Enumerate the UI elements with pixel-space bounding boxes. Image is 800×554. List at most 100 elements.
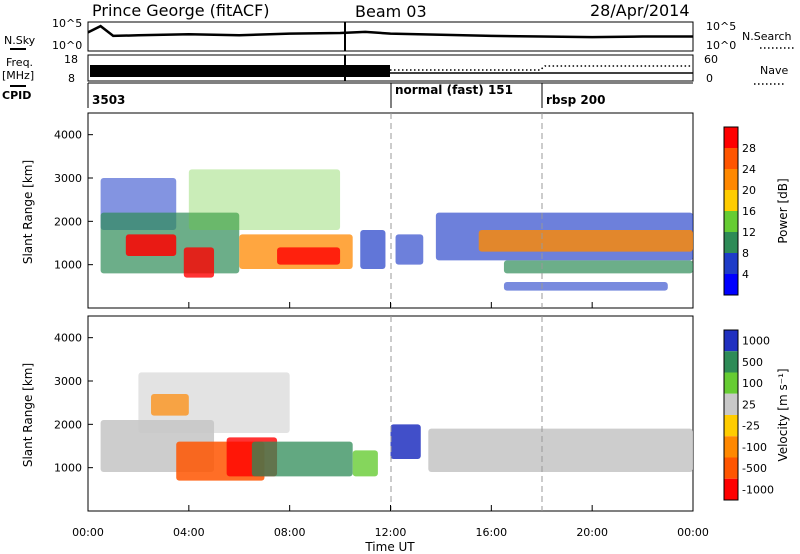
freq-left-tick-top: 18: [64, 53, 78, 66]
power-colorbar-swatch-5: [724, 169, 738, 190]
velocity-echo-6: [390, 424, 421, 459]
noise-panel: 10^5 10^0 10^5 10^0: [52, 17, 736, 52]
velocity-y-axis: 1000 2000 3000 4000: [54, 332, 93, 475]
velocity-y-ticklabel-4000: 4000: [54, 332, 82, 345]
velocity-colorbar-frame: [723, 329, 739, 501]
velocity-colorbar-swatch-6: [724, 457, 738, 479]
power-echo-3: [183, 247, 215, 278]
power-echo-2: [125, 234, 177, 256]
frequency-panel-frame: [87, 54, 694, 82]
power-colorbar: 4 8 12 16 20 24 28 Power [dB]: [723, 126, 790, 296]
velocity-colorbar-tick-1: 500: [742, 356, 763, 369]
power-colorbar-frame: [723, 126, 739, 296]
x-ticklabel-1: 04:00: [173, 526, 205, 539]
power-colorbar-tick-6: 28: [742, 142, 756, 155]
velocity-y-ticklabel-3000: 3000: [54, 375, 82, 388]
velocity-colorbar-swatch-4: [724, 415, 738, 437]
power-y-ticklabel-2000: 2000: [54, 215, 82, 228]
power-y-ticklabel-1000: 1000: [54, 259, 82, 272]
power-echo-7: [360, 230, 386, 269]
power-colorbar-tick-1: 8: [742, 247, 749, 260]
noise-right-tick-top: 10^5: [706, 20, 736, 33]
velocity-colorbar-swatch-0: [724, 330, 738, 352]
cpid-segment-1: normal (fast) 151: [395, 83, 513, 97]
power-panel: 1000 2000 3000 4000 Slant Range [km]: [21, 112, 694, 309]
velocity-colorbar-swatch-5: [724, 436, 738, 458]
power-echo-11: [503, 260, 693, 274]
power-y-ticklabel-3000: 3000: [54, 172, 82, 185]
velocity-echo-4: [251, 441, 353, 477]
station-title: Prince George (fitACF): [92, 1, 270, 20]
frequency-panel: 18 8 60 0: [64, 53, 718, 85]
nave-label: Nave: [760, 64, 788, 77]
power-echo-regions: [100, 169, 693, 291]
nsky-series-line: [87, 24, 693, 39]
velocity-echo-7: [428, 428, 693, 472]
velocity-panel: 1000 2000 3000 4000 00:00 04:00 08:00 12:00 16:…: [21, 302, 709, 554]
x-ticklabel-5: 20:00: [576, 526, 608, 539]
velocity-colorbar-swatch-2: [724, 372, 738, 394]
beam-label: Beam 03: [355, 2, 427, 21]
nsky-label: N.Sky: [4, 34, 36, 47]
velocity-colorbar: 1000 500 100 25 -25 -100 -500 -1000 Velocity [m…: [723, 329, 790, 501]
power-echo-10: [478, 230, 693, 252]
x-ticklabel-3: 12:00: [375, 526, 407, 539]
velocity-ylabel: Slant Range [km]: [21, 363, 35, 467]
velocity-colorbar-tick-5: -100: [742, 441, 767, 454]
velocity-y-ticklabel-1000: 1000: [54, 462, 82, 475]
power-colorbar-tick-5: 24: [742, 163, 756, 176]
velocity-xlabel: Time UT: [364, 540, 415, 554]
power-colorbar-swatch-6: [724, 148, 738, 169]
velocity-colorbar-swatch-3: [724, 393, 738, 415]
x-ticklabel-6: 00:00: [677, 526, 709, 539]
velocity-colorbar-tick-7: -1000: [742, 483, 774, 496]
power-colorbar-swatch-4: [724, 190, 738, 211]
velocity-y-ticklabel-2000: 2000: [54, 418, 82, 431]
cpid-segment-2: rbsp 200: [546, 93, 605, 107]
nave-series-line: [390, 65, 693, 71]
freq-right-tick-top: 60: [704, 53, 718, 66]
power-colorbar-swatch-3: [724, 211, 738, 232]
velocity-colorbar-tick-6: -500: [742, 462, 767, 475]
velocity-echo-8: [151, 394, 189, 416]
power-y-ticklabel-4000: 4000: [54, 129, 82, 142]
time-x-axis: 00:00 04:00 08:00 12:00 16:00 20:00 00:00: [72, 302, 709, 539]
power-colorbar-tick-0: 4: [742, 268, 749, 281]
power-y-axis: 1000 2000 3000 4000: [54, 129, 93, 272]
power-colorbar-swatch-2: [724, 232, 738, 253]
cpid-label: CPID: [2, 89, 31, 102]
power-colorbar-tick-3: 16: [742, 205, 756, 218]
noise-left-tick-top: 10^5: [52, 17, 82, 30]
freq-unit-label: [MHz]: [2, 69, 34, 82]
velocity-colorbar-swatch-1: [724, 351, 738, 373]
power-colorbar-label: Power [dB]: [776, 178, 790, 243]
frequency-band-block: [90, 65, 390, 77]
power-colorbar-swatch-7: [724, 127, 738, 148]
velocity-echo-1: [138, 372, 290, 433]
nsearch-label: N.Search: [742, 30, 792, 43]
freq-label: Freq.: [6, 56, 33, 69]
power-echo-12: [503, 282, 668, 291]
x-ticklabel-0: 00:00: [72, 526, 104, 539]
noise-left-tick-bottom: 10^0: [52, 39, 82, 52]
x-ticklabel-4: 16:00: [475, 526, 507, 539]
velocity-echo-regions: [100, 372, 693, 481]
power-echo-5: [277, 247, 341, 265]
cpid-segment-0: 3503: [92, 93, 125, 107]
x-ticklabel-2: 08:00: [274, 526, 306, 539]
velocity-colorbar-tick-2: 100: [742, 377, 763, 390]
velocity-colorbar-swatch-7: [724, 478, 738, 500]
freq-right-tick-bottom: 0: [706, 72, 713, 85]
power-ylabel: Slant Range [km]: [21, 160, 35, 264]
power-echo-6: [188, 169, 341, 230]
velocity-colorbar-tick-4: -25: [742, 420, 760, 433]
power-colorbar-tick-2: 12: [742, 226, 756, 239]
noise-right-tick-bottom: 10^0: [706, 39, 736, 52]
velocity-echo-5: [352, 450, 378, 477]
power-colorbar-tick-4: 20: [742, 184, 756, 197]
power-colorbar-swatch-0: [724, 274, 738, 295]
date-label: 28/Apr/2014: [590, 1, 690, 20]
cpid-panel: 3503 normal (fast) 151 rbsp 200: [87, 82, 693, 108]
freq-left-tick-bottom: 8: [68, 72, 75, 85]
